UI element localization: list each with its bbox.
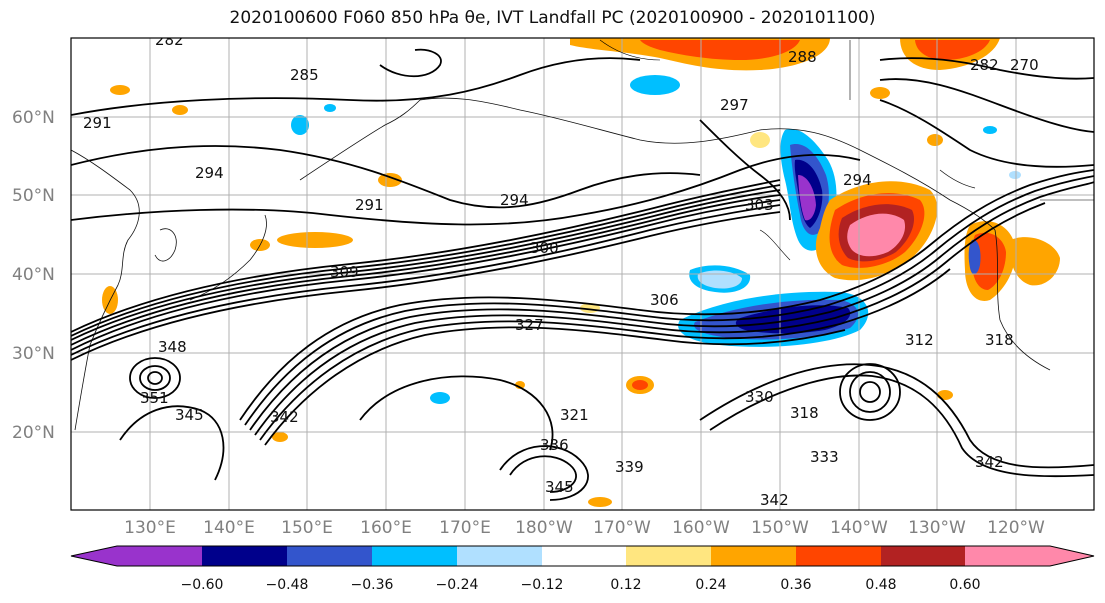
lon-label: 130°W: [908, 518, 966, 538]
longitude-labels: 130°E 140°E 150°E 160°E 170°E 180°W 170°…: [124, 518, 1045, 538]
contour-label: 291: [83, 114, 112, 132]
lon-label: 170°E: [439, 518, 491, 538]
lon-label: 150°E: [281, 518, 333, 538]
colorbar-tick: 0.36: [780, 577, 811, 593]
colorbar-tick: 0.12: [610, 577, 641, 593]
coastlines: [71, 97, 1051, 431]
colorbar-tick: −0.48: [266, 577, 309, 593]
contour-label: 297: [720, 96, 749, 114]
colorbar-swatch: [965, 546, 1050, 566]
colorbar-swatch: [117, 546, 202, 566]
contour-label: 336: [540, 436, 569, 454]
contour-label: 282: [155, 31, 184, 49]
contour-label: 318: [985, 331, 1014, 349]
contour-label: 342: [975, 453, 1004, 471]
contour-label: 303: [745, 196, 774, 214]
map-frame: [70, 37, 1095, 511]
colorbar-tick: −0.24: [436, 577, 479, 593]
colorbar-swatch: [711, 546, 796, 566]
colorbar-tick: 0.24: [695, 577, 726, 593]
contour-label: 333: [810, 448, 839, 466]
contour-label: 300: [530, 239, 559, 257]
colorbar-swatch: [881, 546, 965, 566]
lon-label: 160°W: [672, 518, 730, 538]
colorbar-swatch: [372, 546, 457, 566]
lon-label: 130°E: [124, 518, 176, 538]
lon-label: 160°E: [360, 518, 412, 538]
contour-label: 282: [970, 56, 999, 74]
contour-label: 294: [843, 171, 872, 189]
lon-label: 140°E: [203, 518, 255, 538]
colorbar-tick: −0.36: [351, 577, 394, 593]
contour-label: 348: [158, 338, 187, 356]
colorbar-swatch: [202, 546, 287, 566]
contour-label: 345: [545, 478, 574, 496]
colorbar-extend-max: [1050, 546, 1094, 566]
contour-label: 318: [790, 404, 819, 422]
colorbar-swatch: [287, 546, 372, 566]
colorbar-tick: 0.60: [949, 577, 980, 593]
lon-label: 180°W: [515, 518, 573, 538]
contour-label: 345: [175, 406, 204, 424]
contour-label: 339: [615, 458, 644, 476]
contour-label: 285: [290, 66, 319, 84]
contour-label: 327: [515, 316, 544, 334]
pc-shading: [102, 38, 1060, 507]
latitude-labels: 60°N 50°N 40°N 30°N 20°N: [12, 108, 55, 443]
theta-e-contours: [71, 48, 1094, 501]
contour-label: 351: [140, 389, 169, 407]
contour-label: 306: [650, 291, 679, 309]
lon-label: 150°W: [751, 518, 809, 538]
colorbar-swatch: [457, 546, 542, 566]
colorbar-extend-min: [71, 546, 117, 566]
contour-label: 288: [788, 48, 817, 66]
contour-label: 321: [560, 406, 589, 424]
graticule: [71, 38, 1094, 510]
lat-label: 50°N: [12, 186, 55, 206]
land-detail: [599, 39, 1094, 261]
colorbar-tick: −0.60: [181, 577, 224, 593]
lon-label: 120°W: [987, 518, 1045, 538]
colorbar: −0.60 −0.48 −0.36 −0.24 −0.12 0.12 0.24 …: [70, 545, 1095, 593]
map-title: 2020100600 F060 850 hPa θe, IVT Landfall…: [229, 8, 876, 28]
lat-label: 20°N: [12, 423, 55, 443]
contour-label: 342: [270, 408, 299, 426]
contour-labels: 282 285 288 291 291 294 294 294 297 300 …: [83, 31, 1039, 509]
contour-label: 270: [1010, 56, 1039, 74]
lat-label: 60°N: [12, 108, 55, 128]
lat-label: 30°N: [12, 344, 55, 364]
contour-label: 342: [760, 491, 789, 509]
lon-label: 170°W: [593, 518, 651, 538]
lat-label: 40°N: [12, 265, 55, 285]
contour-label: 291: [355, 196, 384, 214]
colorbar-swatch: [542, 546, 626, 566]
contour-label: 294: [195, 164, 224, 182]
colorbar-tick: −0.12: [521, 577, 564, 593]
contour-label: 330: [745, 388, 774, 406]
colorbar-tick: 0.48: [865, 577, 896, 593]
contour-label: 294: [500, 191, 529, 209]
colorbar-swatch: [626, 546, 711, 566]
lon-label: 140°W: [830, 518, 888, 538]
contour-label: 309: [330, 263, 359, 281]
contour-label: 312: [905, 331, 934, 349]
colorbar-swatch: [796, 546, 881, 566]
